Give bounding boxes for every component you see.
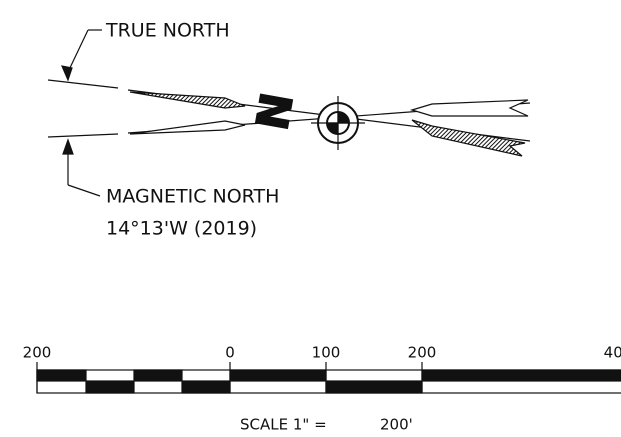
declination-label: 14°13'W (2019) [106,218,257,240]
north-arrow [47,29,531,197]
scale-label: 400 [604,344,621,362]
scale-text: SCALE 1" = [240,416,327,434]
north-letter: N [247,89,304,134]
scale-label: 100 [312,344,341,362]
scale-bar [36,362,621,394]
scale-label: 200 [408,344,437,362]
magnetic-north-label: MAGNETIC NORTH [106,186,279,208]
true-north-label: TRUE NORTH [105,20,230,42]
scale-label: 200 [23,344,52,362]
scale-value: 200' [380,416,413,434]
scale-label: 0 [225,344,235,362]
